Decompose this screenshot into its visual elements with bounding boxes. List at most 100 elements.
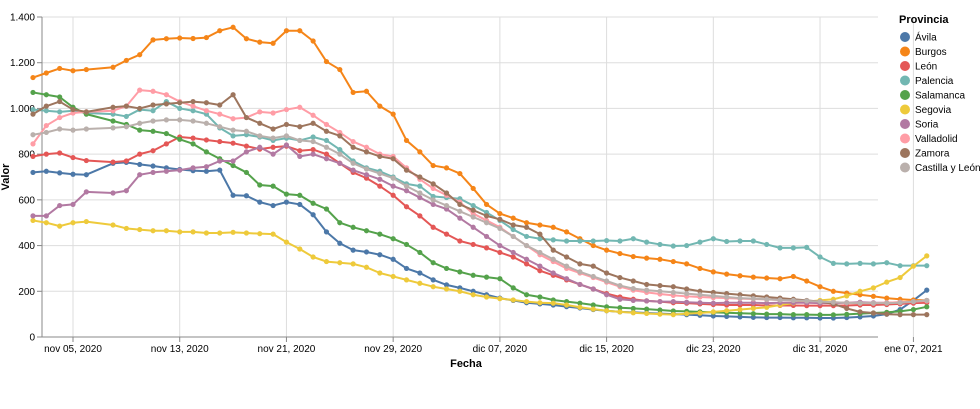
data-point	[724, 294, 730, 300]
data-point	[910, 312, 917, 318]
data-point	[764, 296, 770, 302]
data-point	[443, 286, 450, 292]
data-point	[57, 202, 63, 209]
data-point	[670, 312, 676, 318]
data-point	[430, 284, 436, 290]
data-point	[630, 236, 636, 242]
data-point	[70, 68, 76, 74]
y-axis-title: Valor	[0, 163, 12, 191]
legend-swatch	[900, 46, 910, 57]
data-point	[190, 103, 196, 109]
data-point	[83, 109, 89, 115]
data-point	[897, 312, 903, 318]
data-point	[684, 242, 690, 249]
legend-label: Salamanca	[915, 91, 965, 102]
data-point	[590, 242, 596, 249]
data-point	[217, 230, 223, 236]
data-point	[310, 138, 316, 145]
data-point	[43, 168, 49, 174]
data-point	[110, 222, 116, 228]
data-point	[110, 159, 116, 165]
data-point	[804, 244, 810, 250]
data-point	[737, 295, 743, 301]
data-point	[563, 302, 570, 308]
data-point	[630, 285, 636, 292]
data-point	[430, 185, 436, 192]
data-point	[644, 239, 650, 245]
data-point	[537, 300, 543, 306]
data-point	[470, 224, 476, 230]
data-point	[483, 220, 490, 226]
data-point	[283, 239, 290, 245]
series-león	[30, 134, 930, 309]
data-point	[110, 190, 116, 196]
data-point	[710, 269, 716, 275]
legend-item: León	[900, 61, 937, 73]
data-point	[190, 98, 196, 105]
data-point	[563, 229, 570, 235]
data-point	[163, 101, 169, 107]
x-axis-title: Fecha	[450, 358, 483, 370]
legend-label: Segovia	[915, 105, 952, 116]
x-tick-label: ene 07, 2021	[884, 344, 943, 355]
legend-label: Burgos	[915, 47, 947, 58]
data-point	[350, 160, 356, 166]
data-point	[617, 274, 623, 281]
data-point	[150, 163, 156, 169]
x-tick-label: dic 15, 2020	[579, 344, 634, 355]
series-soria	[30, 142, 930, 306]
data-point	[230, 24, 236, 30]
data-point	[243, 128, 250, 134]
legend-label: Valladolid	[915, 134, 958, 145]
data-point	[430, 162, 436, 169]
data-point	[670, 298, 676, 305]
data-point	[243, 114, 250, 121]
data-point	[43, 151, 49, 157]
data-point	[910, 263, 917, 269]
legend-swatch	[900, 61, 910, 71]
data-point	[470, 292, 476, 298]
data-point	[630, 253, 636, 260]
data-point	[630, 278, 636, 284]
data-point	[190, 118, 196, 124]
data-point	[910, 306, 917, 313]
data-point	[57, 94, 63, 100]
data-point	[510, 222, 516, 228]
data-point	[350, 261, 356, 267]
data-point	[684, 261, 690, 267]
data-point	[137, 172, 143, 178]
data-point	[577, 261, 583, 267]
data-point	[377, 103, 383, 109]
data-point	[43, 92, 49, 98]
data-point	[737, 306, 743, 313]
data-point	[283, 106, 290, 113]
data-point	[137, 120, 143, 126]
data-point	[750, 311, 756, 317]
data-point	[523, 242, 530, 249]
data-point	[230, 162, 236, 169]
data-point	[670, 308, 676, 314]
legend-swatch	[900, 104, 910, 115]
y-tick-label: 200	[18, 287, 35, 298]
data-point	[897, 274, 903, 281]
data-point	[884, 279, 890, 285]
data-point	[870, 310, 877, 316]
data-point	[177, 105, 183, 112]
data-point	[523, 224, 530, 230]
data-point	[590, 273, 596, 280]
data-point	[203, 230, 209, 236]
legend-label: Ávila	[915, 31, 937, 44]
data-point	[857, 260, 863, 266]
data-point	[217, 167, 223, 173]
data-point	[337, 160, 343, 166]
grid-lines	[42, 16, 914, 338]
data-point	[510, 254, 516, 260]
series-lines	[30, 24, 930, 321]
data-point	[297, 246, 303, 252]
data-point	[283, 133, 290, 139]
data-point	[137, 52, 143, 58]
data-point	[924, 263, 930, 269]
data-point	[110, 125, 116, 131]
data-point	[257, 182, 263, 188]
data-point	[283, 142, 290, 148]
